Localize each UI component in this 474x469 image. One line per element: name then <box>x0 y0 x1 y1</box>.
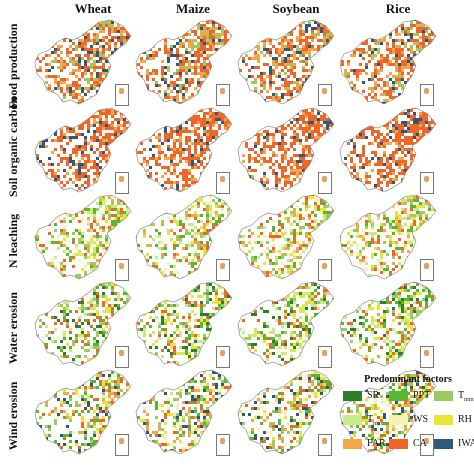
map-water-rice <box>332 280 442 370</box>
map-nleach-wheat <box>27 193 137 283</box>
legend-swatch-sr <box>343 391 362 401</box>
map-food-wheat <box>27 18 137 108</box>
map-nleach-soybean <box>230 193 340 283</box>
column-header-maize: Maize <box>176 1 210 16</box>
column-header-rice: Rice <box>385 1 411 16</box>
south-china-sea-inset <box>420 434 434 456</box>
legend-label-tmax: T <box>367 414 374 425</box>
map-wind-wheat <box>27 368 137 458</box>
south-china-sea-inset <box>420 346 434 368</box>
legend-swatch-tmax <box>343 415 362 425</box>
south-china-sea-inset <box>115 172 129 194</box>
map-wind-rice <box>332 368 442 458</box>
south-china-sea-inset <box>216 346 230 368</box>
south-china-sea-inset <box>115 259 129 281</box>
map-water-wheat <box>27 280 137 370</box>
map-soc-wheat <box>27 106 137 196</box>
legend-swatch-rh <box>434 415 453 425</box>
legend-label-ca: CA <box>413 438 427 449</box>
south-china-sea-inset <box>318 434 332 456</box>
map-wind-soybean <box>230 368 340 458</box>
legend: Predominant factors SR PPT Tmin Tmax WS … <box>343 374 474 466</box>
legend-swatch-ws <box>389 415 408 425</box>
row-header-wind-erosion: Wind erosion <box>6 381 20 451</box>
map-soc-rice <box>332 106 442 196</box>
map-soc-maize <box>128 106 238 196</box>
legend-label-far: FAR <box>367 438 386 449</box>
legend-label-ppt: PPT <box>413 390 431 401</box>
south-china-sea-inset <box>318 172 332 194</box>
south-china-sea-inset <box>115 346 129 368</box>
map-soc-soybean <box>230 106 340 196</box>
column-header-soybean: Soybean <box>272 1 320 16</box>
legend-swatch-tmin <box>434 391 453 401</box>
south-china-sea-inset <box>318 259 332 281</box>
legend-sub-tmin: min <box>464 397 474 403</box>
map-food-rice <box>332 18 442 108</box>
row-header-water-erosion: Water erosion <box>6 292 20 364</box>
south-china-sea-inset <box>115 434 129 456</box>
map-food-maize <box>128 18 238 108</box>
south-china-sea-inset <box>115 84 129 106</box>
legend-sub-tmax: max <box>373 421 384 427</box>
south-china-sea-inset <box>318 346 332 368</box>
legend-title: Predominant factors <box>364 374 452 385</box>
legend-swatch-ca <box>389 439 408 449</box>
map-nleach-maize <box>128 193 238 283</box>
south-china-sea-inset <box>420 84 434 106</box>
row-header-soil-organic-carbon: Soil organic carbon <box>6 96 20 197</box>
legend-swatch-iwa <box>434 439 453 449</box>
legend-label-ws: WS <box>413 414 428 425</box>
south-china-sea-inset <box>420 259 434 281</box>
legend-label-iwa: IWA <box>458 438 474 449</box>
row-header-n-leaching: N leaching <box>6 213 20 269</box>
legend-label-sr: SR <box>367 390 380 401</box>
legend-swatch-far <box>343 439 362 449</box>
legend-label-rh: RH <box>458 414 472 425</box>
column-header-wheat: Wheat <box>74 1 112 16</box>
map-wind-maize <box>128 368 238 458</box>
map-food-soybean <box>230 18 340 108</box>
south-china-sea-inset <box>216 84 230 106</box>
south-china-sea-inset <box>318 84 332 106</box>
legend-swatch-ppt <box>389 391 408 401</box>
south-china-sea-inset <box>216 434 230 456</box>
south-china-sea-inset <box>216 259 230 281</box>
map-water-soybean <box>230 280 340 370</box>
map-nleach-rice <box>332 193 442 283</box>
south-china-sea-inset <box>216 172 230 194</box>
legend-label-tmin: T <box>458 390 465 401</box>
south-china-sea-inset <box>420 172 434 194</box>
map-water-maize <box>128 280 238 370</box>
